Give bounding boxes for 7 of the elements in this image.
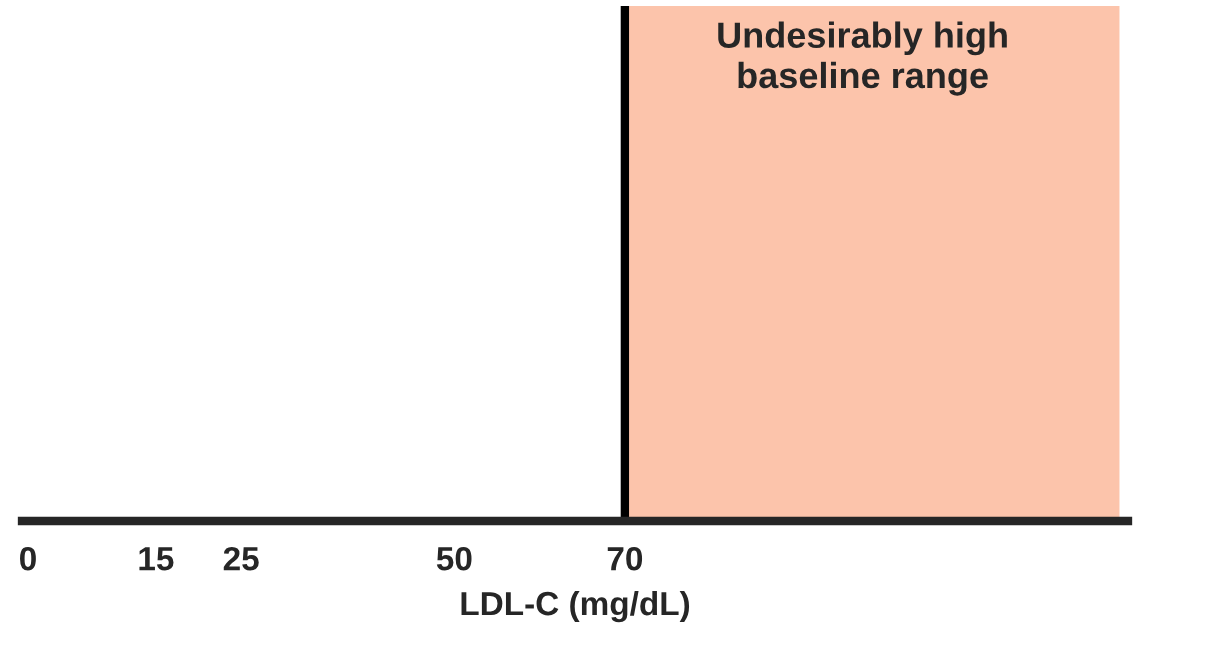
x-tick-label: 0	[20, 546, 36, 571]
x-tick-label: 50	[436, 546, 472, 571]
x-tick-label: 15	[139, 547, 174, 571]
x-tick-label: 25	[223, 546, 259, 571]
x-tick-label: 70	[607, 546, 643, 571]
annotation: Undesirably high baseline range	[718, 21, 1007, 96]
x-axis-title: LDL-C (mg/dL)	[461, 590, 690, 623]
